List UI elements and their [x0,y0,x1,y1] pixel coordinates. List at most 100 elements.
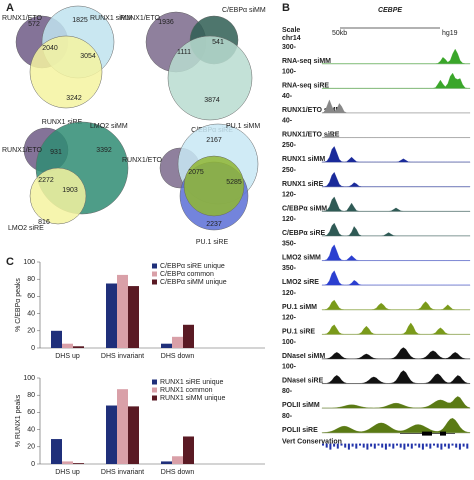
track-scale: 120- [282,290,297,297]
track-signal [321,196,471,212]
track-name: POLII siMM [282,402,320,409]
legend-swatch [152,271,157,277]
venn-count: 2040 [42,45,58,52]
venn-count: 3242 [66,95,82,102]
venn-label: PU.1 siRE [196,239,229,246]
bar [128,286,139,348]
y-axis-label: % RUNX1 peaks [15,394,22,447]
conservation-bar [336,443,339,449]
track-scale: 100- [282,68,297,75]
bar [117,274,128,348]
bar [172,336,183,348]
scale-bar-label: 50kb [332,30,347,37]
y-tick-label: 100 [23,375,35,382]
bar [161,343,172,348]
track-scale: 350- [282,265,297,272]
venn-count: 1825 [72,17,88,24]
legend-swatch [152,387,157,393]
conservation-bar [466,443,469,449]
y-tick-label: 0 [31,345,35,352]
y-tick-label: 20 [27,444,35,451]
track-signal [321,146,471,163]
bar [183,436,194,464]
conservation-bar [362,443,365,448]
venn-count: 931 [50,149,62,156]
x-tick-label: DHS invariant [101,469,144,476]
track-scale: 40- [282,93,293,100]
venn-count: 1111 [177,49,191,56]
x-tick-label: DHS up [55,353,80,360]
conservation-bar [429,443,432,449]
conservation-bar [433,443,435,446]
bar [51,330,62,348]
bar [73,463,84,464]
bar [62,343,73,348]
venn-count: 3054 [80,53,96,60]
bar [73,346,84,348]
conservation-bar [377,443,380,446]
chrom-label: chr14 [282,35,301,42]
y-tick-label: 100 [23,259,35,266]
conservation-bar [418,443,421,448]
conservation-bar [396,443,398,446]
venn-label: RUNX1/ETO [2,147,42,154]
track-signal [321,322,471,335]
track-scale: 120- [282,191,297,198]
track-scale: 40- [282,118,293,125]
bar [161,461,172,464]
track-scale: 80- [282,413,293,420]
track-scale: 120- [282,314,297,321]
track-signal [321,48,471,65]
legend-swatch [152,263,157,269]
legend-label: RUNX1 siRE unique [160,379,224,386]
conservation-bar [388,443,391,447]
venn-count: 1903 [62,187,78,194]
conservation-bar [355,443,358,449]
conservation-bar [384,443,387,450]
track-signal [321,244,471,261]
venn-count: 5285 [226,179,242,186]
conservation-bar [458,443,461,450]
venn-count: 816 [38,219,50,226]
venn-label: LMO2 siRE [8,225,44,232]
venn-label: RUNX1/ETO [2,15,42,22]
track-signal [321,132,471,138]
y-tick-label: 0 [31,461,35,468]
y-tick-label: 40 [27,426,35,433]
scale-label: Scale [282,27,300,34]
track-name: C/EBPα siRE [282,230,326,237]
panel-letter: A [6,2,14,14]
track-scale: 250- [282,167,297,174]
track-signal [321,370,471,384]
legend-swatch [152,395,157,401]
conservation-bar [462,443,465,447]
gene-name: CEBPE [378,7,402,14]
x-tick-label: DHS down [161,353,195,360]
venn-label: RUNX1 siRE [42,119,83,126]
track-scale: 300- [282,44,297,51]
conservation-bar [392,443,395,449]
track-name: LMO2 siMM [282,255,321,262]
track-signal [321,299,471,311]
track-signal [321,396,471,409]
venn-label: RUNX1 siMM [90,15,133,22]
bar [117,389,128,464]
track-name: POLII siRE [282,427,318,434]
venn-circle [29,35,103,109]
gene-exon [440,431,446,436]
conservation-bar [447,443,450,449]
gene-exon [422,431,432,436]
legend-swatch [152,379,157,385]
y-tick-label: 60 [27,293,35,300]
legend-label: C/EBPα siRE unique [160,263,225,270]
venn-label: LMO2 siMM [90,123,128,130]
track-name: RUNX1 siRE [282,181,324,188]
track-scale: 80- [282,388,293,395]
track-signal [321,72,471,89]
venn-count: 2075 [188,169,204,176]
bar [62,461,73,464]
track-signal [321,222,471,237]
venn-count: 3392 [96,147,112,154]
track-name: RUNX1/ETO siRE [282,132,340,139]
panel-letter: C [6,256,14,268]
